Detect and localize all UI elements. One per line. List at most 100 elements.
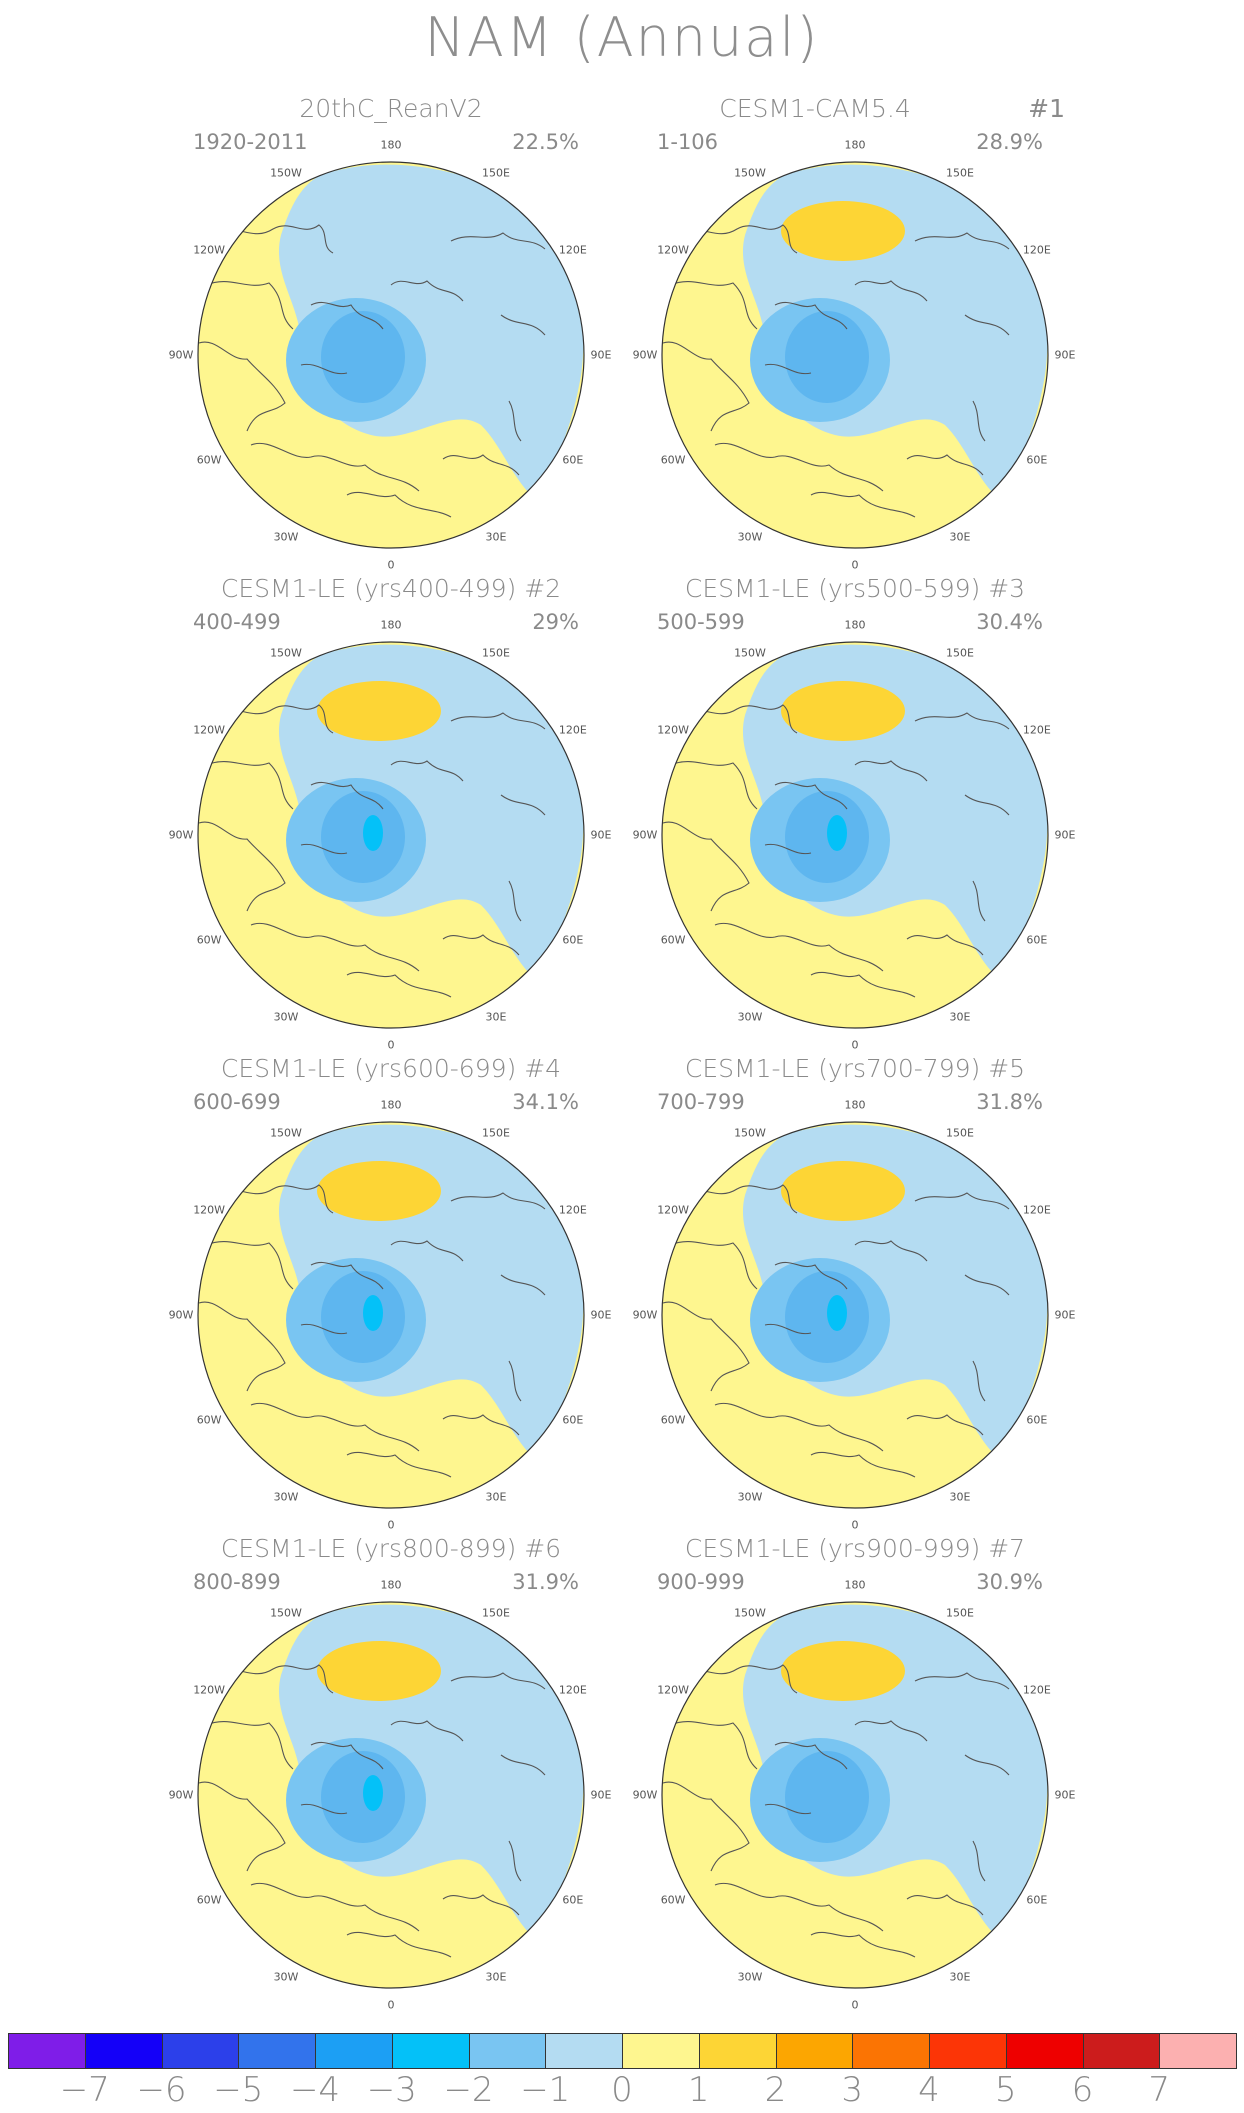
colorbar [8, 2033, 1237, 2069]
coastline [669, 1241, 758, 1290]
coastline [914, 1192, 1010, 1210]
longitude-label: 150W [270, 646, 302, 660]
map-panel-2: CESM1-CAM5.4 #1 1-106 28.9% 180 150E 120E 90E 60… [615, 94, 1095, 595]
panel-variance: 31.9% [512, 1570, 579, 1594]
longitude-label: 90E [590, 828, 612, 842]
longitude-label: 0 [387, 1998, 395, 2012]
longitude-label: 120W [657, 243, 690, 257]
coastline [300, 1803, 348, 1815]
coastline [508, 400, 522, 442]
coastline [764, 363, 812, 375]
longitude-label: 30W [273, 1490, 299, 1504]
coastline [854, 1240, 928, 1262]
colorbar-tick-label: 3 [841, 2070, 864, 2110]
coastline [914, 1672, 1010, 1690]
map-panel-3: CESM1-LE (yrs400-499) #2 400-499 29% 180 150… [151, 574, 631, 1075]
longitude-label: 90E [1054, 348, 1076, 362]
longitude-label: 60E [562, 933, 584, 947]
colorbar-cell [622, 2033, 700, 2069]
panel-index: #1 [1028, 94, 1065, 123]
longitude-label: 180 [380, 618, 402, 632]
coastline [500, 314, 546, 336]
polar-map [661, 641, 1049, 1029]
coastline [972, 400, 986, 442]
coastline [972, 1360, 986, 1402]
coastline [964, 314, 1010, 336]
coastline [310, 1261, 384, 1290]
longitude-label: 90E [590, 348, 612, 362]
panel-title: CESM1-CAM5.4 [719, 94, 911, 123]
map-boundary [197, 1121, 585, 1509]
longitude-label: 150W [734, 646, 766, 660]
coastline [662, 1781, 750, 1872]
coastline [346, 1931, 452, 1958]
coastline [450, 232, 546, 250]
colorbar-cell [1082, 2033, 1161, 2069]
map-panel-4: CESM1-LE (yrs500-599) #3 500-599 30.4% 180 1… [615, 574, 1095, 1075]
colorbar-cell [84, 2033, 163, 2069]
longitude-label: 60W [660, 1893, 686, 1907]
map-panel-5: CESM1-LE (yrs600-699) #4 600-699 34.1% 180 1… [151, 1054, 631, 1555]
longitude-label: 90W [168, 1788, 194, 1802]
coastline [300, 1323, 348, 1335]
longitude-label: 60E [1026, 453, 1048, 467]
coastline [964, 1274, 1010, 1296]
colorbar-cell [775, 2033, 854, 2069]
longitude-label: 60W [660, 453, 686, 467]
longitude-label: 180 [844, 1098, 866, 1112]
map-boundary [197, 1601, 585, 1989]
colorbar-cell [391, 2033, 470, 2069]
longitude-label: 30W [737, 1970, 763, 1984]
coastline [906, 1894, 984, 1916]
positive-field-strong [781, 1161, 905, 1221]
coastline [346, 971, 452, 998]
coastline [669, 1721, 758, 1770]
coastline [964, 794, 1010, 816]
polar-map [197, 1121, 585, 1509]
panel-period: 600-699 [193, 1090, 281, 1114]
longitude-label: 60E [1026, 933, 1048, 947]
longitude-label: 150W [734, 1126, 766, 1140]
longitude-label: 150E [482, 1126, 510, 1140]
coastline [914, 232, 1010, 250]
coastline [508, 1360, 522, 1402]
longitude-label: 30W [737, 1490, 763, 1504]
coastline [906, 1414, 984, 1436]
longitude-label: 180 [380, 1098, 402, 1112]
map-boundary [197, 161, 585, 549]
colorbar-tick-label: −4 [289, 2070, 341, 2110]
coastline [508, 1840, 522, 1882]
map-boundary [661, 641, 1049, 1029]
map-panel-6: CESM1-LE (yrs700-799) #5 700-799 31.8% 180 1… [615, 1054, 1095, 1555]
coastline [764, 843, 812, 855]
longitude-label: 90W [632, 828, 658, 842]
coastline [250, 442, 420, 492]
longitude-label: 150W [270, 1126, 302, 1140]
coastline [972, 1840, 986, 1882]
coastline [714, 922, 884, 972]
panel-period: 400-499 [193, 610, 281, 634]
positive-field-strong [781, 201, 905, 261]
colorbar-tick-label: 4 [918, 2070, 940, 2110]
longitude-label: 30W [273, 1010, 299, 1024]
coastline [854, 280, 928, 302]
map-boundary [661, 161, 1049, 549]
panel-variance: 28.9% [976, 130, 1043, 154]
longitude-label: 60E [562, 1413, 584, 1427]
panel-title: 20thC_ReanV2 [299, 94, 483, 123]
colorbar-cell [1159, 2033, 1237, 2069]
coastline [906, 454, 984, 476]
longitude-label: 120W [657, 1203, 690, 1217]
coastline [390, 280, 464, 302]
longitude-label: 30E [485, 1970, 507, 1984]
longitude-label: 120E [1022, 1683, 1051, 1697]
longitude-label: 150W [734, 1606, 766, 1620]
polar-map [661, 1121, 1049, 1509]
panel-variance: 34.1% [512, 1090, 579, 1114]
longitude-label: 180 [380, 138, 402, 152]
longitude-label: 30E [949, 530, 971, 544]
coastline [662, 1301, 750, 1392]
longitude-label: 60E [562, 1893, 584, 1907]
longitude-label: 120E [558, 723, 587, 737]
negative-field-strong [785, 791, 869, 883]
